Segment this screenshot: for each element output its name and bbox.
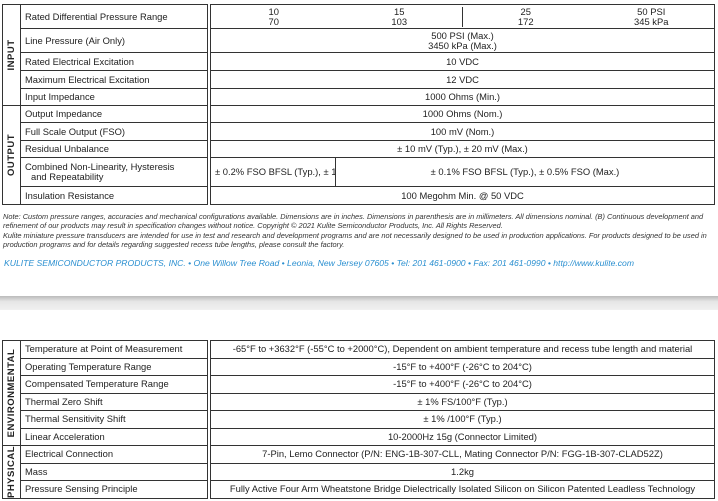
row-label: Compensated Temperature Range [20,375,208,394]
section-environmental: ENVIRONMENTAL [2,340,21,446]
row-label: Temperature at Point of Measurement [20,340,208,359]
range-25: 25 172 [517,5,534,27]
row-label: Mass [20,462,208,481]
section-physical: PHYSICAL [2,445,21,499]
row-value: 100 Megohm Min. @ 50 VDC [210,186,715,205]
row-label: Residual Unbalance [20,140,208,158]
row-value: -15°F to +400°F (-26°C to 204°C) [210,375,715,394]
page2-value-table: -65°F to +3632°F (-55°C to +2000°C), Dep… [210,340,715,499]
row-label: Input Impedance [20,88,208,106]
section-input: INPUT [2,4,21,106]
row-value: -15°F to +400°F (-26°C to 204°C) [210,357,715,376]
row-value: 7-Pin, Lemo Connector (P/N: ENG-1B-307-C… [210,445,715,464]
page1-value-table: 10 70 15 103 25 172 50 PSI 345 kPa 500 PSI (… [210,4,715,205]
row-value: 1.2kg [210,462,715,481]
page2-label-table: ENVIRONMENTAL Temperature at Point of Mea… [2,340,208,499]
range-50: 50 PSI 345 kPa [634,5,669,27]
row-label: Output Impedance [20,105,208,123]
row-label: Rated Electrical Excitation [20,52,208,71]
row-label: Maximum Electrical Excitation [20,70,208,89]
company-contact: KULITE SEMICONDUCTOR PRODUCTS, INC. • On… [4,258,634,268]
row-label: Insulation Resistance [20,186,208,205]
row-value: 100 mV (Nom.) [210,122,715,141]
row-value: 10 VDC [210,52,715,71]
row-value-high-range: ± 0.1% FSO BFSL (Typ.), ± 0.5% FSO (Max.… [335,157,715,187]
range-15: 15 103 [337,6,463,27]
row-value: ± 1% /100°F (Typ.) [210,410,715,429]
row-label: Full Scale Output (FSO) [20,122,208,141]
range-10: 10 70 [268,5,279,27]
row-value-low-range: ± 0.2% FSO BFSL (Typ.), ± 1% FSO BFSL (M… [210,157,336,187]
row-value: 500 PSI (Max.) 3450 kPa (Max.) [210,28,715,53]
row-label: Pressure Sensing Principle [20,480,208,499]
pressure-ranges: 10 70 15 103 25 172 50 PSI 345 kPa [210,4,715,29]
row-value: 1000 Ohms (Nom.) [210,105,715,123]
section-output: OUTPUT [2,105,21,205]
row-value: 1000 Ohms (Min.) [210,88,715,106]
row-label: Thermal Zero Shift [20,392,208,411]
row-label: Operating Temperature Range [20,357,208,376]
row-value: 12 VDC [210,70,715,89]
row-value: Fully Active Four Arm Wheatstone Bridge … [210,480,715,499]
page-separator [0,296,718,310]
footnote: Note: Custom pressure ranges, accuracies… [3,212,707,249]
row-value: -65°F to +3632°F (-55°C to +2000°C), Dep… [210,340,715,359]
row-label: Electrical Connection [20,445,208,464]
page1-label-table: INPUT Rated Differential Pressure Range L… [2,4,208,205]
row-label: Line Pressure (Air Only) [20,28,208,53]
row-value: 10-2000Hz 15g (Connector Limited) [210,427,715,446]
row-label: Rated Differential Pressure Range [20,4,208,29]
row-value: ± 10 mV (Typ.), ± 20 mV (Max.) [210,140,715,158]
row-label: Linear Acceleration [20,427,208,446]
row-label: Thermal Sensitivity Shift [20,410,208,429]
row-value: ± 1% FS/100°F (Typ.) [210,392,715,411]
row-label: Combined Non-Linearity, Hysteresis and Re… [20,157,208,187]
